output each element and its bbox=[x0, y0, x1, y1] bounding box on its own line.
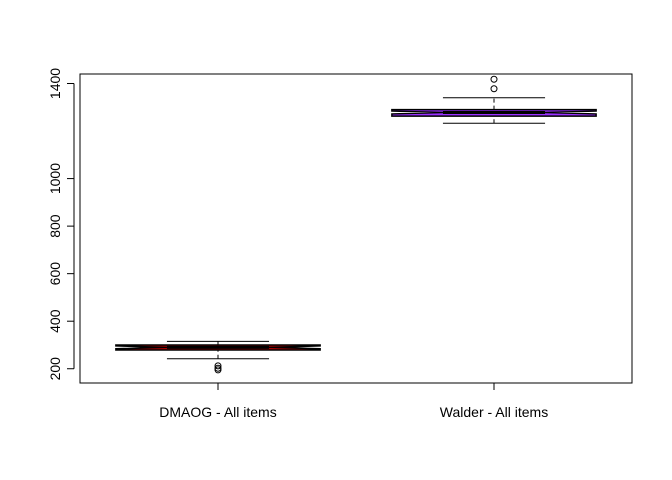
y-tick-label: 800 bbox=[47, 214, 63, 238]
plot-frame bbox=[79, 73, 633, 384]
outlier-point bbox=[490, 75, 498, 83]
y-tick-label: 400 bbox=[47, 309, 63, 333]
outlier-point bbox=[214, 364, 222, 372]
category-label: DMAOG - All items bbox=[159, 404, 276, 420]
boxes bbox=[115, 75, 597, 374]
y-tick-label: 200 bbox=[47, 357, 63, 381]
box-group bbox=[391, 75, 597, 124]
y-tick-label: 1400 bbox=[47, 68, 63, 99]
y-axis: 200 400 600 800 1000 1400 bbox=[47, 68, 75, 381]
outlier-point bbox=[214, 362, 222, 370]
x-axis: DMAOG - All items Walder - All items bbox=[159, 383, 548, 420]
outlier-point bbox=[490, 85, 498, 93]
y-tick-label: 600 bbox=[47, 262, 63, 286]
box-group bbox=[115, 340, 321, 374]
category-label: Walder - All items bbox=[440, 404, 548, 420]
y-tick-label: 1000 bbox=[47, 163, 63, 194]
